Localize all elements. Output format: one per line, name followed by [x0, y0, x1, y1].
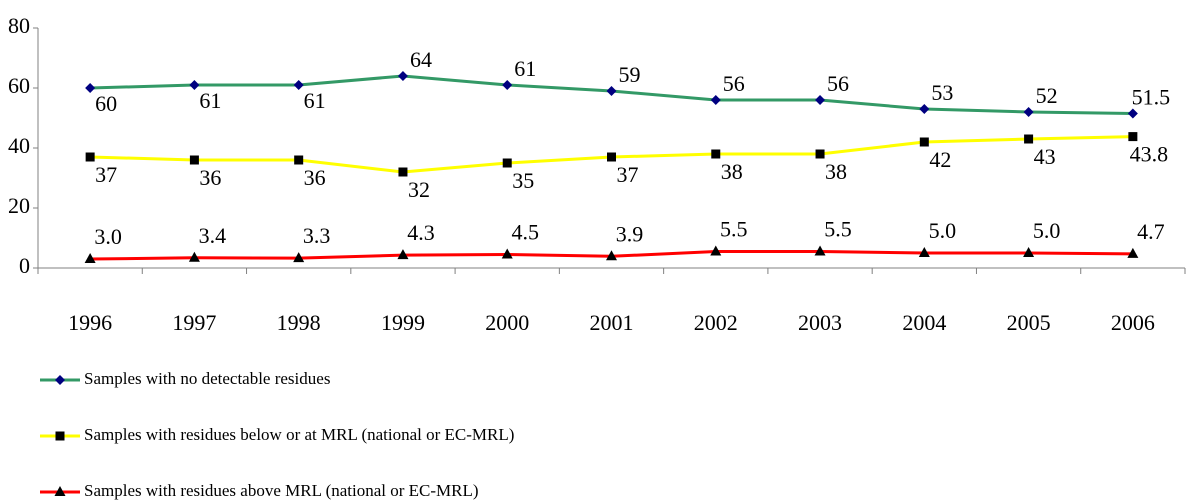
y-tick-label: 60 — [8, 73, 30, 98]
data-label: 64 — [410, 47, 432, 72]
marker — [1127, 247, 1139, 258]
marker — [710, 95, 721, 105]
x-tick-label: 2002 — [694, 310, 738, 335]
marker — [815, 95, 826, 105]
data-label: 3.4 — [199, 223, 227, 248]
data-label: 4.5 — [511, 220, 539, 245]
data-label: 59 — [619, 62, 641, 87]
marker — [294, 155, 304, 165]
data-label: 52 — [1036, 83, 1058, 108]
marker — [84, 253, 96, 263]
data-label: 43.8 — [1130, 142, 1169, 167]
marker — [607, 152, 616, 162]
x-tick-label: 2001 — [590, 310, 634, 335]
data-label: 43 — [1034, 144, 1056, 169]
marker — [293, 80, 304, 90]
marker — [1023, 247, 1035, 257]
x-tick-label: 2006 — [1111, 310, 1155, 335]
marker — [918, 247, 930, 257]
x-tick-label: 1997 — [172, 310, 216, 335]
marker — [919, 137, 929, 147]
marker — [398, 167, 408, 177]
y-tick-label: 40 — [8, 133, 30, 158]
marker — [815, 149, 825, 159]
x-tick-label: 2000 — [485, 310, 529, 335]
marker — [1127, 108, 1138, 119]
data-label: 3.0 — [94, 224, 122, 249]
data-label: 3.3 — [303, 223, 331, 248]
marker — [502, 80, 513, 90]
data-label: 3.9 — [616, 221, 644, 246]
marker — [55, 375, 65, 385]
data-label: 35 — [512, 168, 534, 193]
x-tick-label: 1996 — [68, 310, 112, 335]
data-label: 37 — [95, 162, 117, 187]
data-label: 56 — [827, 71, 849, 96]
data-label: 5.5 — [824, 217, 852, 242]
data-label: 36 — [199, 165, 221, 190]
marker — [1023, 107, 1034, 117]
data-label: 37 — [617, 162, 639, 187]
marker — [1024, 134, 1034, 144]
x-tick-label: 2005 — [1007, 310, 1051, 335]
y-tick-label: 80 — [8, 13, 30, 38]
marker — [189, 80, 200, 90]
data-label: 61 — [199, 88, 221, 113]
marker — [189, 155, 199, 165]
marker — [85, 83, 96, 93]
legend-label: Samples with no detectable residues — [84, 369, 330, 388]
marker — [293, 252, 305, 263]
marker — [397, 71, 408, 81]
data-label: 60 — [95, 91, 117, 116]
marker — [85, 152, 95, 162]
marker — [54, 486, 66, 496]
data-label: 61 — [514, 56, 536, 81]
x-tick-label: 2003 — [798, 310, 842, 335]
marker — [606, 86, 617, 96]
data-label: 38 — [825, 159, 847, 184]
data-label: 53 — [931, 80, 953, 105]
legend-label: Samples with residues below or at MRL (n… — [84, 425, 514, 444]
y-tick-label: 0 — [19, 253, 30, 278]
x-tick-label: 1999 — [381, 310, 425, 335]
data-label: 42 — [929, 147, 951, 172]
data-label: 5.5 — [720, 217, 748, 242]
data-label: 61 — [304, 88, 326, 113]
marker — [55, 431, 65, 441]
data-label: 51.5 — [1132, 85, 1171, 110]
data-label: 4.7 — [1137, 219, 1165, 244]
marker — [814, 245, 826, 256]
legend-label: Samples with residues above MRL (nationa… — [84, 481, 479, 500]
marker — [606, 250, 617, 261]
data-label: 5.0 — [1033, 218, 1061, 243]
marker — [188, 251, 200, 262]
x-tick-label: 1998 — [277, 310, 321, 335]
marker — [919, 104, 930, 114]
marker — [502, 158, 512, 168]
marker — [397, 249, 409, 260]
data-label: 38 — [721, 159, 743, 184]
marker — [1128, 132, 1138, 142]
marker — [501, 248, 513, 259]
data-label: 4.3 — [407, 220, 435, 245]
data-label: 36 — [304, 165, 326, 190]
data-label: 5.0 — [929, 218, 957, 243]
y-tick-label: 20 — [8, 193, 30, 218]
data-label: 32 — [408, 177, 430, 202]
marker — [711, 149, 721, 159]
marker — [710, 245, 722, 256]
data-label: 56 — [723, 71, 745, 96]
x-tick-label: 2004 — [902, 310, 946, 335]
